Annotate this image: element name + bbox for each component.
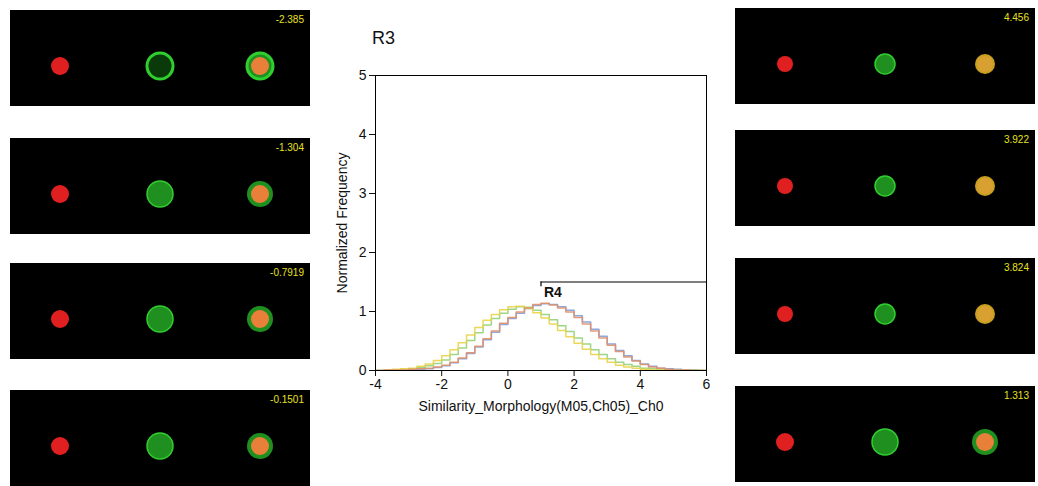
svg-text:3: 3 <box>359 185 367 201</box>
svg-text:1: 1 <box>359 303 367 319</box>
svg-text:4: 4 <box>636 376 644 392</box>
svg-text:1.313: 1.313 <box>1004 390 1029 401</box>
svg-text:5: 5 <box>359 67 367 83</box>
svg-text:-2: -2 <box>435 376 448 392</box>
svg-text:R4: R4 <box>544 284 562 300</box>
svg-text:3.922: 3.922 <box>1004 134 1029 145</box>
svg-text:0: 0 <box>504 376 512 392</box>
svg-text:-4: -4 <box>369 376 382 392</box>
svg-text:-0.1501: -0.1501 <box>270 394 304 405</box>
svg-text:0: 0 <box>359 362 367 378</box>
svg-text:Normalized Frequency: Normalized Frequency <box>334 153 350 294</box>
svg-text:3.824: 3.824 <box>1004 262 1029 273</box>
svg-text:4.456: 4.456 <box>1004 12 1029 23</box>
svg-text:2: 2 <box>570 376 578 392</box>
svg-text:Similarity_Morphology(M05,Ch05: Similarity_Morphology(M05,Ch05)_Ch0 <box>418 398 663 414</box>
svg-text:2: 2 <box>359 244 367 260</box>
svg-text:-1.304: -1.304 <box>276 142 305 153</box>
svg-text:4: 4 <box>359 126 367 142</box>
html-text:R3: R3 <box>372 28 395 48</box>
svg-text:-2.385: -2.385 <box>276 14 305 25</box>
svg-text:6: 6 <box>703 376 711 392</box>
svg-text:-0.7919: -0.7919 <box>270 267 304 278</box>
